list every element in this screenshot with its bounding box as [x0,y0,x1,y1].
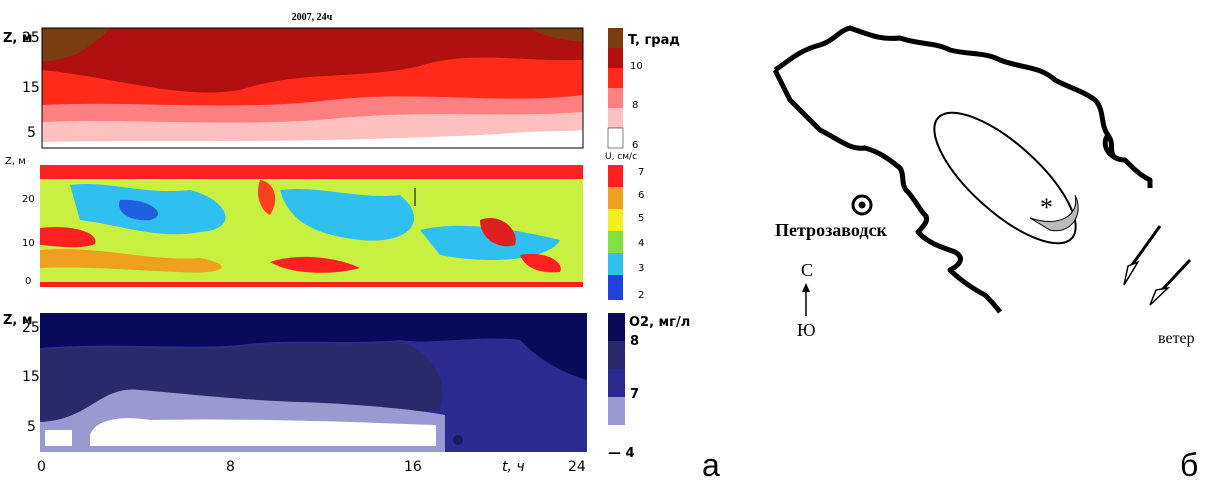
heatmap-region [453,435,463,445]
heatmap-region [42,28,583,93]
y-tick-label: 15 [22,369,40,385]
map: * Петрозаводск С Ю ветер [772,25,1195,347]
circulation-loop [933,111,1077,245]
wind-label: ветер [1158,330,1195,347]
circulation-shade [1029,194,1079,232]
colorbar-cell [608,88,623,108]
colorbar-cell [608,231,623,253]
colorbar-cell [608,313,625,341]
heatmap-region [40,249,222,273]
oxygen-plot: Z, м 25 15 5 O2, мг/л 8 7 — 4 [3,313,690,461]
x-tick-label: 16 [404,459,422,475]
colorbar-tick: 2 [638,290,644,301]
y-tick-label: 20 [22,194,35,205]
marker: * [1040,193,1053,222]
colorbar-title: O2, мг/л [629,315,690,330]
heatmap-region [40,313,587,380]
colorbar-tick: 6 [638,190,644,201]
colorbar-cell [608,108,623,128]
colorbar-cell [608,28,623,48]
y-tick-label: 25 [22,320,40,336]
colorbar-cell [608,253,623,275]
x-tick-label: 24 [568,459,586,475]
lake-outline [772,25,1153,314]
colorbar-cell [608,187,623,209]
heatmap-region [520,253,561,273]
x-tick-label: 8 [226,459,235,475]
heatmap-region [258,180,276,215]
colorbar-tick: 7 [638,167,644,178]
south-label: Ю [797,320,816,340]
y-tick-label: 15 [22,80,40,96]
colorbar-cell [608,209,623,231]
axis-label: Z, м [3,313,33,328]
colorbar-cell [608,68,623,88]
compass-arrowhead [802,283,810,292]
colorbar-cell [608,397,625,425]
y-tick-label: 10 [22,238,35,249]
heatmap-region [280,188,415,241]
colorbar-tick: 7 [630,387,639,402]
heatmap-region [530,28,583,42]
city-label: Петрозаводск [775,220,887,240]
heatmap-region [40,282,583,287]
y-tick-label: 25 [22,30,40,46]
colorbar-cell [608,165,623,187]
heatmap-region [420,225,560,260]
colorbar-cell [608,341,625,369]
heatmap-region [480,218,516,247]
y-tick-label: 5 [27,125,36,141]
colorbar-cell [608,369,625,397]
colorbar-cell [608,48,623,68]
temperature-plot: Z, м 25 15 5 2007, 24ч T, град 10 8 6 [3,12,680,151]
colorbar-tick: 10 [630,61,643,72]
y-tick-label: 5 [27,419,36,435]
y-tick-label: 0 [25,276,31,287]
heatmap-region [42,130,583,148]
wind-arrowhead [1123,260,1140,286]
heatmap-region [119,199,159,221]
colorbar-cell [607,127,624,149]
heatmap-region [42,28,110,62]
wind-arrowhead [1149,286,1171,306]
colorbar-cell [608,275,623,300]
colorbar-tick: 6 [632,140,638,151]
north-label: С [801,260,813,280]
colorbar-tick: 8 [632,100,638,111]
wind-arrow [1160,258,1192,292]
colorbar-title: U, см/с [605,152,637,162]
colorbar-tick: 3 [638,263,644,274]
wind-arrow [1130,225,1162,266]
title: 2007, 24ч [292,12,333,23]
x-axis-label: t, ч [502,459,525,475]
colorbar-title: T, град [628,33,680,48]
colorbar-tick: 5 [638,213,644,224]
heatmap-region [45,418,436,446]
city-marker-dot [858,201,866,209]
colorbar-tick: 8 [630,334,639,349]
city-marker [851,194,873,216]
colorbar-tick: — 4 [608,446,635,461]
heatmap-region [40,226,96,248]
axis-label: Z, м [5,156,26,167]
velocity-plot: Z, м 20 10 0 U, см/с 7 6 5 4 3 2 [5,152,644,301]
axis-label: Z, м [3,31,33,46]
colorbar-tick: 4 [638,238,644,249]
x-tick-label: 0 [37,459,46,475]
heatmap-region [40,165,583,179]
frame [41,27,584,149]
panel-letter: а [702,447,720,483]
panel-letter: б [1180,447,1198,483]
heatmap-region [270,256,360,273]
